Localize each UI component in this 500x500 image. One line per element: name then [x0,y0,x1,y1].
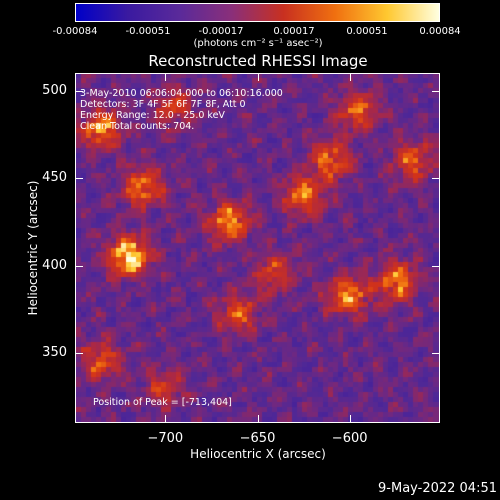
clean-counts-label: Clean Total counts: 704. [80,121,195,132]
x-tick-mark [257,415,259,423]
y-tick-mark [75,90,83,92]
colorbar-tick-label: -0.00051 [125,26,171,37]
detectors-label: Detectors: 3F 4F 5F 6F 7F 8F, Att 0 [80,99,246,110]
colorbar-tick-label: 0.00017 [273,26,315,37]
y-axis-label: Heliocentric Y (arcsec) [26,180,40,316]
y-tick-mark [432,178,440,179]
y-tick-mark [75,353,83,354]
colorbar-tick-label: -0.00017 [198,26,244,37]
y-tick-label: 400 [42,257,67,273]
x-tick-label: −650 [239,431,276,446]
y-tick-mark [432,90,440,92]
colorbar-tick-label: 0.00051 [346,26,388,37]
x-tick-mark [165,415,167,423]
colorbar-units: (photons cm⁻² s⁻¹ asec⁻²) [193,38,323,49]
x-tick-mark [349,415,351,423]
y-tick-mark [432,265,440,267]
y-tick-mark [75,265,83,267]
x-tick-mark [349,73,351,81]
colorbar [75,3,440,22]
y-tick-label: 350 [42,345,67,360]
heatmap-image [76,74,439,422]
colorbar-tick-label: 0.00084 [419,26,461,37]
plot-area [75,73,440,423]
peak-position-label: Position of Peak = [-713,404] [93,397,232,408]
time-range-label: 3-May-2010 06:06:04.000 to 06:10:16.000 [80,88,283,99]
footer-date: 9-May-2022 04:51 [378,481,497,496]
x-axis-label: Heliocentric X (arcsec) [190,447,326,461]
x-tick-mark [257,73,259,81]
x-tick-label: −700 [147,431,184,446]
colorbar-tick-label: -0.00084 [52,26,98,37]
x-tick-label: −600 [331,431,368,446]
y-tick-label: 500 [42,82,67,98]
y-tick-mark [75,178,83,179]
energy-range-label: Energy Range: 12.0 - 25.0 keV [80,110,225,121]
chart-title: Reconstructed RHESSI Image [148,52,368,70]
y-tick-label: 450 [42,170,67,185]
x-tick-mark [165,73,167,81]
y-tick-mark [432,353,440,354]
